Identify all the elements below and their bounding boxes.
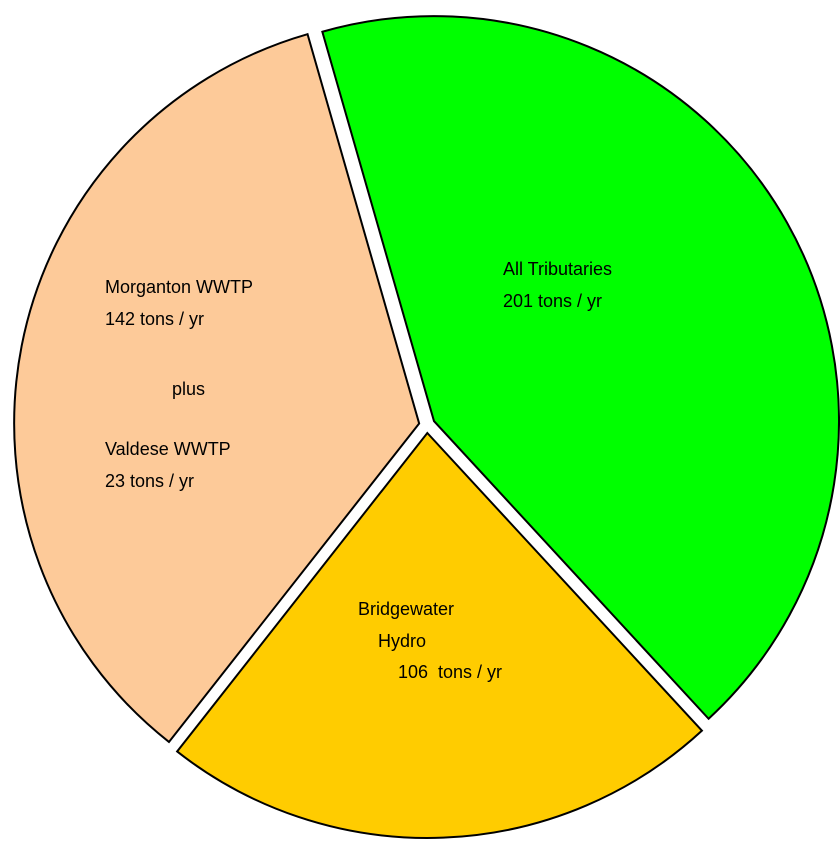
joiner-label: plus <box>172 379 205 399</box>
value-label: 142 tons / yr <box>105 309 204 329</box>
value-label: 23 tons / yr <box>105 471 194 491</box>
value-label: 201 tons / yr <box>503 291 602 311</box>
slice-label: Hydro <box>378 631 426 651</box>
slice-label: All Tributaries <box>503 259 612 279</box>
pie-slice <box>321 15 840 721</box>
value-label: 106 tons / yr <box>398 662 502 682</box>
slice-label: Valdese WWTP <box>105 439 231 459</box>
slice-label: Morganton WWTP <box>105 277 253 297</box>
pie-slice <box>13 32 421 744</box>
pie-slice <box>175 431 704 839</box>
slice-label: Bridgewater <box>358 599 454 619</box>
